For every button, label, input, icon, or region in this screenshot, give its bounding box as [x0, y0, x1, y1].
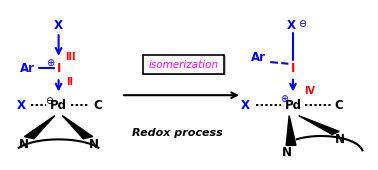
Text: C: C — [93, 99, 102, 112]
Text: III: III — [65, 52, 75, 62]
FancyBboxPatch shape — [143, 55, 224, 74]
FancyBboxPatch shape — [145, 56, 226, 75]
Text: isomerization: isomerization — [148, 60, 218, 70]
Text: I: I — [291, 62, 295, 74]
Polygon shape — [62, 116, 93, 139]
Text: C: C — [334, 99, 343, 112]
Text: N: N — [89, 138, 99, 151]
Text: Ar: Ar — [251, 51, 266, 64]
Text: ⊖: ⊖ — [45, 96, 53, 106]
Text: X: X — [287, 19, 296, 32]
Text: Redox process: Redox process — [132, 128, 222, 138]
Text: X: X — [54, 19, 63, 32]
Text: I: I — [56, 62, 61, 74]
Text: ⊖: ⊖ — [298, 19, 307, 29]
Text: IV: IV — [304, 86, 316, 96]
Polygon shape — [25, 116, 55, 139]
Polygon shape — [299, 116, 339, 134]
Text: Pd: Pd — [50, 99, 67, 112]
Polygon shape — [286, 116, 296, 145]
Text: II: II — [67, 78, 73, 87]
Text: X: X — [241, 99, 250, 112]
Text: ⊕: ⊕ — [280, 95, 288, 104]
Text: N: N — [19, 138, 28, 151]
Text: ⊕: ⊕ — [46, 58, 55, 68]
Text: Pd: Pd — [285, 99, 301, 112]
Text: N: N — [335, 133, 345, 146]
Text: X: X — [16, 99, 25, 112]
Text: N: N — [282, 147, 292, 159]
Text: Ar: Ar — [20, 62, 35, 74]
